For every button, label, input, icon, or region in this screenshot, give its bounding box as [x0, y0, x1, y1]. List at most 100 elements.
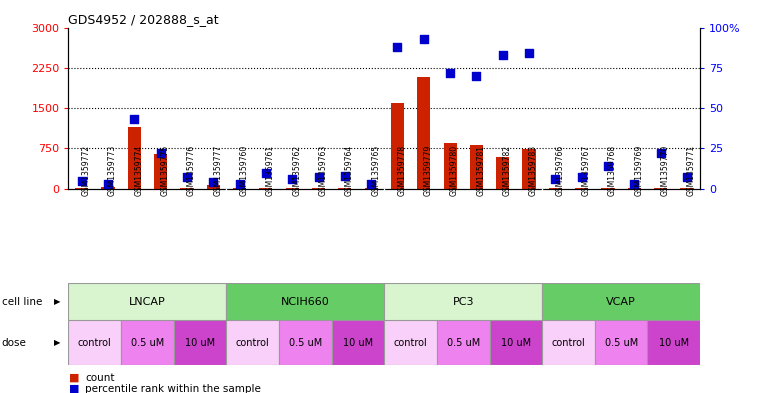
Text: 10 uM: 10 uM — [659, 338, 689, 348]
Bar — [680, 187, 693, 189]
Text: GSM1359761: GSM1359761 — [266, 145, 275, 196]
Point — [339, 173, 351, 179]
Text: control: control — [236, 338, 269, 348]
Text: GSM1359774: GSM1359774 — [134, 144, 143, 196]
Point — [234, 181, 246, 187]
Text: GSM1359773: GSM1359773 — [108, 144, 117, 196]
Point — [575, 174, 587, 180]
Text: 10 uM: 10 uM — [343, 338, 373, 348]
Text: 0.5 uM: 0.5 uM — [604, 338, 638, 348]
Bar — [444, 143, 457, 189]
Text: PC3: PC3 — [453, 297, 474, 307]
Text: control: control — [393, 338, 428, 348]
Text: GSM1359767: GSM1359767 — [581, 144, 591, 196]
Text: GSM1359777: GSM1359777 — [213, 144, 222, 196]
Bar — [437, 320, 489, 365]
Bar — [654, 187, 667, 189]
Text: GSM1359762: GSM1359762 — [292, 145, 301, 196]
Point — [260, 169, 272, 176]
Text: GSM1359768: GSM1359768 — [608, 145, 617, 196]
Bar — [174, 320, 227, 365]
Point — [75, 177, 88, 184]
Text: GSM1359771: GSM1359771 — [687, 145, 696, 196]
Text: 0.5 uM: 0.5 uM — [447, 338, 480, 348]
Text: GSM1359764: GSM1359764 — [345, 144, 354, 196]
Bar — [338, 187, 352, 189]
Bar — [121, 320, 174, 365]
Bar — [489, 320, 542, 365]
Bar — [68, 283, 227, 320]
Text: 10 uM: 10 uM — [185, 338, 215, 348]
Text: GSM1359779: GSM1359779 — [424, 144, 433, 196]
Bar — [227, 283, 384, 320]
Point — [523, 50, 535, 57]
Bar — [496, 157, 509, 189]
Text: VCAP: VCAP — [607, 297, 636, 307]
Text: dose: dose — [2, 338, 27, 348]
Text: percentile rank within the sample: percentile rank within the sample — [85, 384, 261, 393]
Text: GSM1359769: GSM1359769 — [635, 144, 643, 196]
Bar — [575, 187, 588, 189]
Bar — [417, 77, 431, 189]
Bar — [285, 187, 299, 189]
Text: cell line: cell line — [2, 297, 42, 307]
Text: GSM1359781: GSM1359781 — [476, 145, 486, 196]
Bar — [180, 187, 193, 189]
Bar — [648, 320, 700, 365]
Text: GSM1359760: GSM1359760 — [240, 144, 249, 196]
Text: GSM1359783: GSM1359783 — [529, 145, 538, 196]
Bar — [628, 187, 641, 189]
Point — [470, 73, 482, 79]
Text: GSM1359770: GSM1359770 — [661, 144, 670, 196]
Text: GDS4952 / 202888_s_at: GDS4952 / 202888_s_at — [68, 13, 219, 26]
Bar — [523, 149, 536, 189]
Point — [286, 176, 298, 182]
Text: control: control — [78, 338, 112, 348]
Point — [549, 176, 562, 182]
Bar — [233, 187, 246, 189]
Text: GSM1359782: GSM1359782 — [503, 145, 511, 196]
Text: 0.5 uM: 0.5 uM — [131, 338, 164, 348]
Point — [418, 36, 430, 42]
Point — [681, 174, 693, 180]
Text: ▶: ▶ — [54, 338, 60, 347]
Bar — [542, 283, 700, 320]
Bar — [391, 103, 404, 189]
Text: GSM1359780: GSM1359780 — [450, 145, 459, 196]
Point — [128, 116, 140, 123]
Point — [365, 181, 377, 187]
Bar — [227, 320, 279, 365]
Point — [629, 181, 641, 187]
Text: GSM1359776: GSM1359776 — [187, 144, 196, 196]
Point — [181, 174, 193, 180]
Text: GSM1359763: GSM1359763 — [319, 144, 327, 196]
Bar — [542, 320, 595, 365]
Text: GSM1359778: GSM1359778 — [397, 145, 406, 196]
Text: ■: ■ — [68, 373, 79, 383]
Text: GSM1359775: GSM1359775 — [161, 144, 170, 196]
Text: 0.5 uM: 0.5 uM — [288, 338, 322, 348]
Point — [102, 181, 114, 187]
Point — [444, 70, 456, 76]
Bar — [128, 127, 141, 189]
Text: NCIH660: NCIH660 — [281, 297, 330, 307]
Text: LNCAP: LNCAP — [129, 297, 166, 307]
Point — [602, 163, 614, 169]
Bar — [279, 320, 332, 365]
Point — [313, 174, 325, 180]
Text: ■: ■ — [68, 384, 79, 393]
Bar — [312, 187, 325, 189]
Text: ▶: ▶ — [54, 297, 60, 306]
Text: GSM1359766: GSM1359766 — [556, 144, 565, 196]
Bar — [470, 145, 483, 189]
Bar — [260, 187, 272, 189]
Text: GSM1359772: GSM1359772 — [81, 145, 91, 196]
Bar — [154, 154, 167, 189]
Bar — [601, 187, 615, 189]
Bar — [207, 185, 220, 189]
Bar — [384, 320, 437, 365]
Text: count: count — [85, 373, 115, 383]
Text: 10 uM: 10 uM — [501, 338, 531, 348]
Point — [497, 52, 509, 58]
Bar — [549, 187, 562, 189]
